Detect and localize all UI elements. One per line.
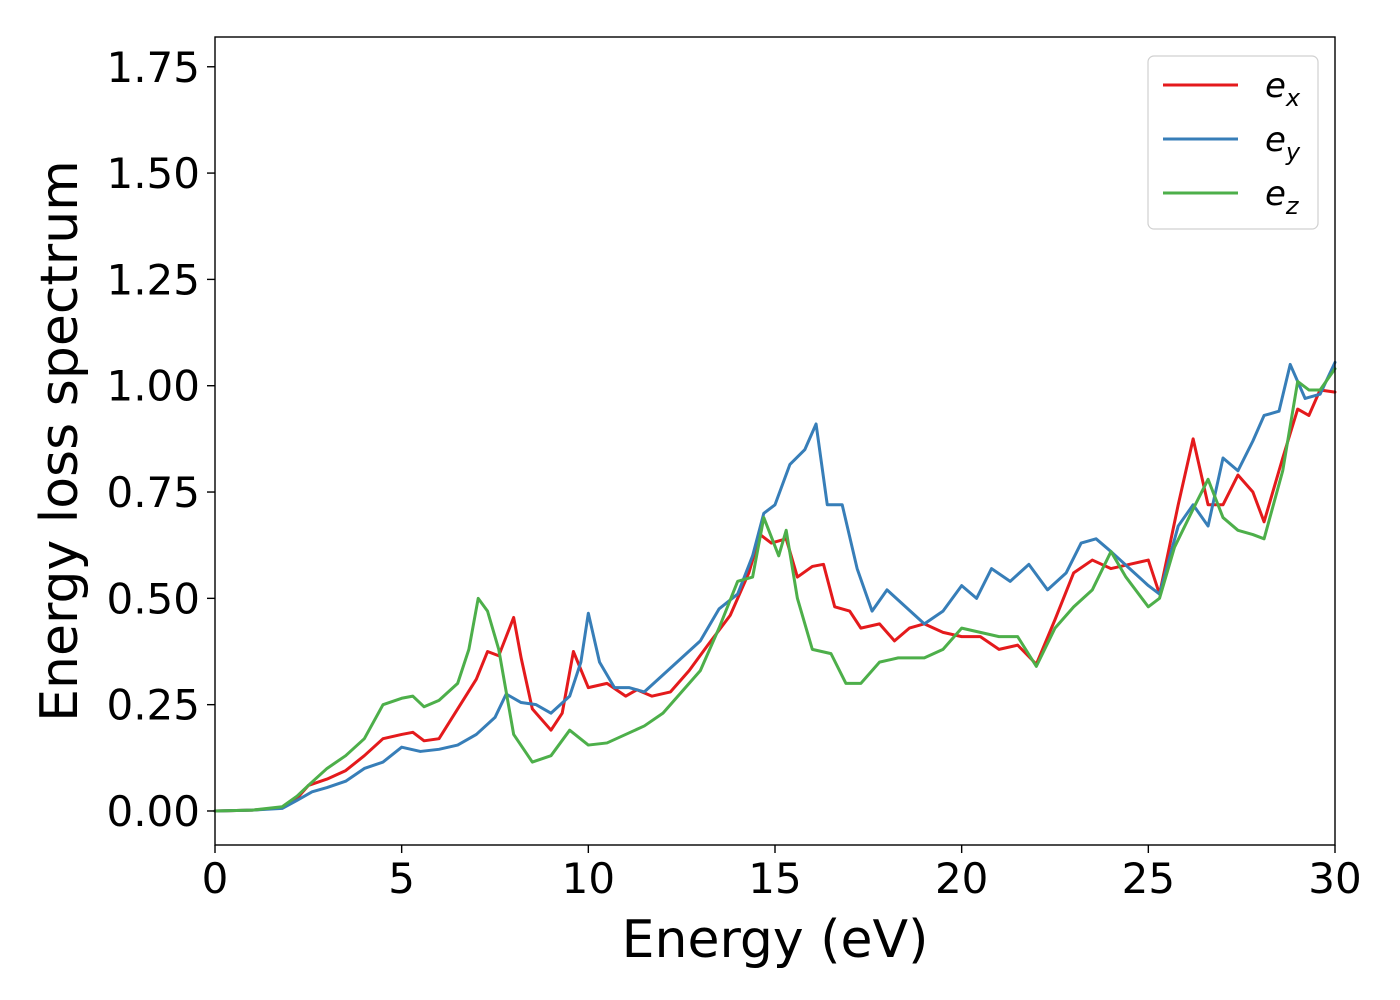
y-tick-label-2: 0.50 [106, 574, 200, 623]
y-tick-label-3: 0.75 [106, 468, 200, 517]
legend-sub-ez: z [1285, 192, 1300, 220]
x-tick-label-6: 30 [1308, 854, 1361, 903]
legend-box [1147, 55, 1319, 230]
legend-main-ez: e [1265, 174, 1286, 214]
y-axis-label: Energy loss spectrum [30, 160, 90, 722]
x-tick-label-4: 20 [935, 854, 988, 903]
x-tick-label-3: 15 [748, 854, 801, 903]
x-tick-label-5: 25 [1122, 854, 1175, 903]
legend-main-ex: e [1265, 66, 1286, 106]
y-tick-label-5: 1.25 [106, 255, 200, 304]
series-line-ey [213, 360, 1337, 813]
legend-label-ez: ez [1265, 174, 1300, 220]
series-layer [213, 360, 1337, 813]
series-line-ez [213, 367, 1337, 813]
legend-sub-ex: x [1285, 84, 1301, 112]
y-axis: 0.00 0.25 0.50 0.75 1.00 1.25 1.50 1.75 [106, 43, 215, 836]
y-tick-label-7: 1.75 [106, 43, 200, 92]
y-tick-label-0: 0.00 [106, 787, 200, 836]
y-tick-label-6: 1.50 [106, 149, 200, 198]
legend-sub-ey: y [1285, 138, 1301, 166]
x-tick-label-0: 0 [202, 854, 229, 903]
y-tick-label-1: 0.25 [106, 681, 200, 730]
legend-label-ex: ex [1265, 66, 1301, 112]
legend-label-ey: ey [1265, 120, 1301, 166]
x-axis: 0 5 10 15 20 25 30 [202, 845, 1362, 903]
x-axis-label: Energy (eV) [622, 910, 929, 970]
x-tick-label-1: 5 [388, 854, 415, 903]
legend-main-ey: e [1265, 120, 1286, 160]
y-tick-label-4: 1.00 [106, 362, 200, 411]
x-tick-label-2: 10 [562, 854, 615, 903]
